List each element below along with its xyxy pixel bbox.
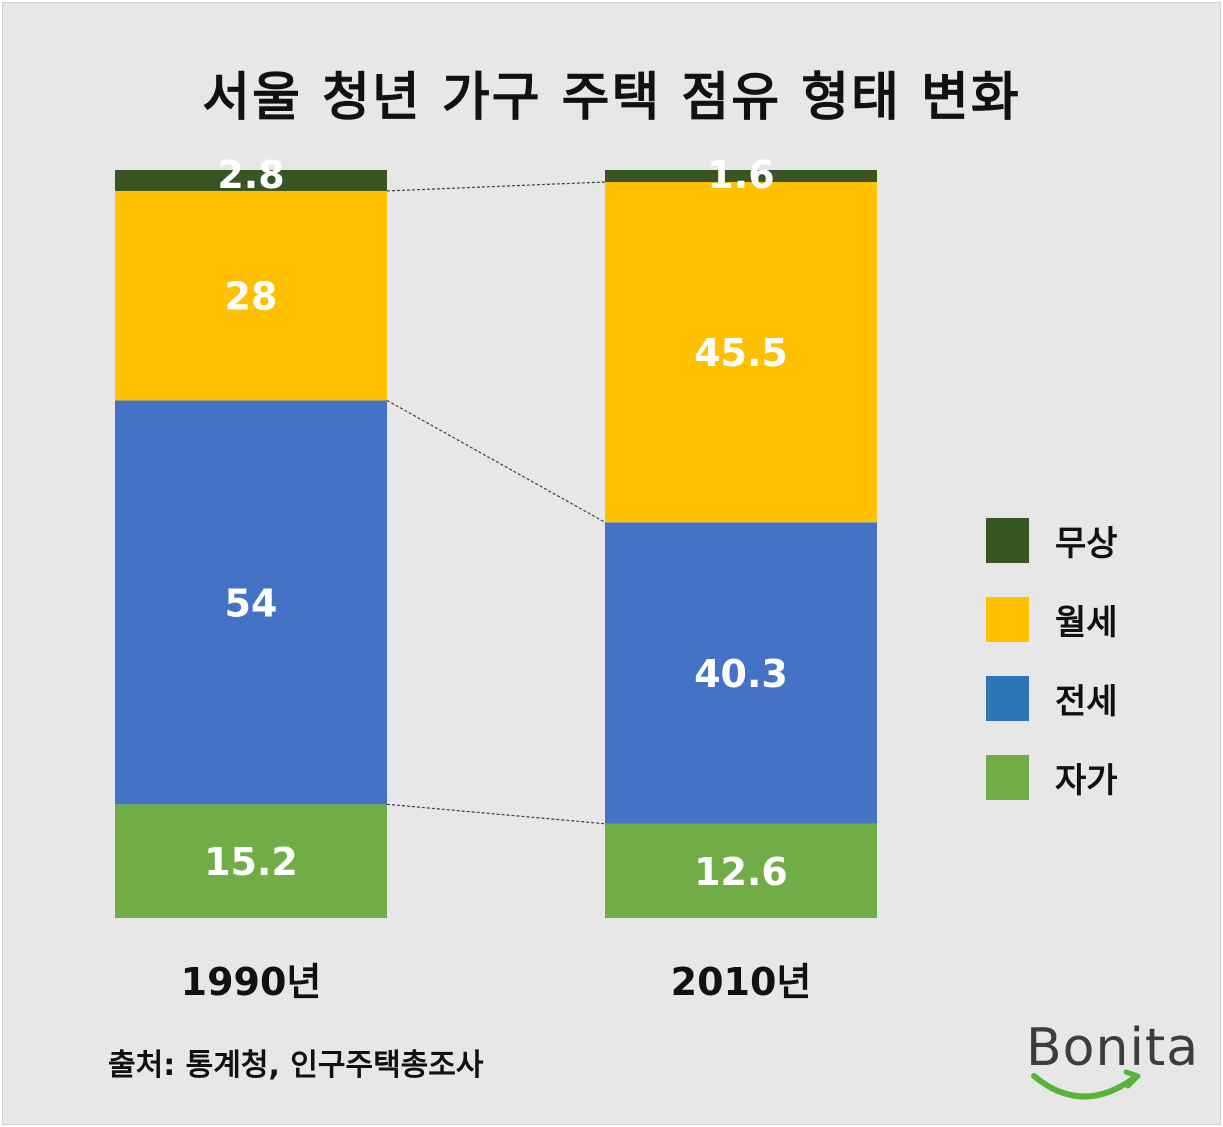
legend-item-musang: 무상: [986, 518, 1118, 564]
bar-segment-jeonse-0: [115, 400, 387, 805]
legend-swatch-musang: [986, 518, 1029, 563]
legend-swatch-wolse: [986, 597, 1029, 642]
logo-smile-icon: [1031, 1069, 1141, 1100]
legend: 무상 월세 전세 자가: [986, 518, 1118, 834]
legend-swatch-jaga: [986, 755, 1029, 800]
legend-item-jaga: 자가: [986, 755, 1118, 801]
data-label-wolse-1: 45.5: [694, 331, 788, 375]
bar-segment-musang-1: [605, 170, 877, 182]
bar-segment-jaga-1: [605, 823, 877, 918]
bar-segment-jaga-0: [115, 804, 387, 918]
bar-segment-wolse-0: [115, 190, 387, 401]
category-label-1: 2010년: [671, 960, 812, 1004]
series-connector-line-1: [386, 399, 606, 523]
legend-label-jaga: 자가: [1055, 761, 1118, 801]
bar-segment-jeonse-1: [605, 522, 877, 824]
data-label-musang-0: 2.8: [217, 153, 284, 197]
data-label-wolse-0: 28: [225, 275, 278, 319]
data-label-jaga-1: 12.6: [694, 850, 788, 894]
source-note: 출처: 통계청, 인구주택총조사: [108, 1048, 484, 1083]
legend-item-wolse: 월세: [986, 597, 1118, 643]
series-connector-line-2: [386, 181, 606, 192]
legend-label-wolse: 월세: [1055, 603, 1118, 643]
bonita-logo: Bonita: [1022, 1018, 1198, 1108]
logo-text: Bonita: [1026, 1018, 1200, 1078]
category-label-0: 1990년: [181, 960, 322, 1004]
bar-segment-musang-0: [115, 170, 387, 191]
series-connector-line-0: [386, 803, 606, 825]
legend-label-musang: 무상: [1055, 524, 1118, 564]
chart-title: 서울 청년 가구 주택 점유 형태 변화: [202, 68, 1021, 128]
data-label-musang-1: 1.6: [707, 153, 774, 197]
legend-label-jeonse: 전세: [1055, 682, 1118, 722]
legend-swatch-jeonse: [986, 676, 1029, 721]
data-label-jeonse-0: 54: [225, 581, 278, 625]
data-label-jeonse-1: 40.3: [694, 652, 788, 696]
data-label-jaga-0: 15.2: [204, 840, 298, 884]
legend-item-jeonse: 전세: [986, 676, 1118, 722]
bar-segment-wolse-1: [605, 181, 877, 523]
